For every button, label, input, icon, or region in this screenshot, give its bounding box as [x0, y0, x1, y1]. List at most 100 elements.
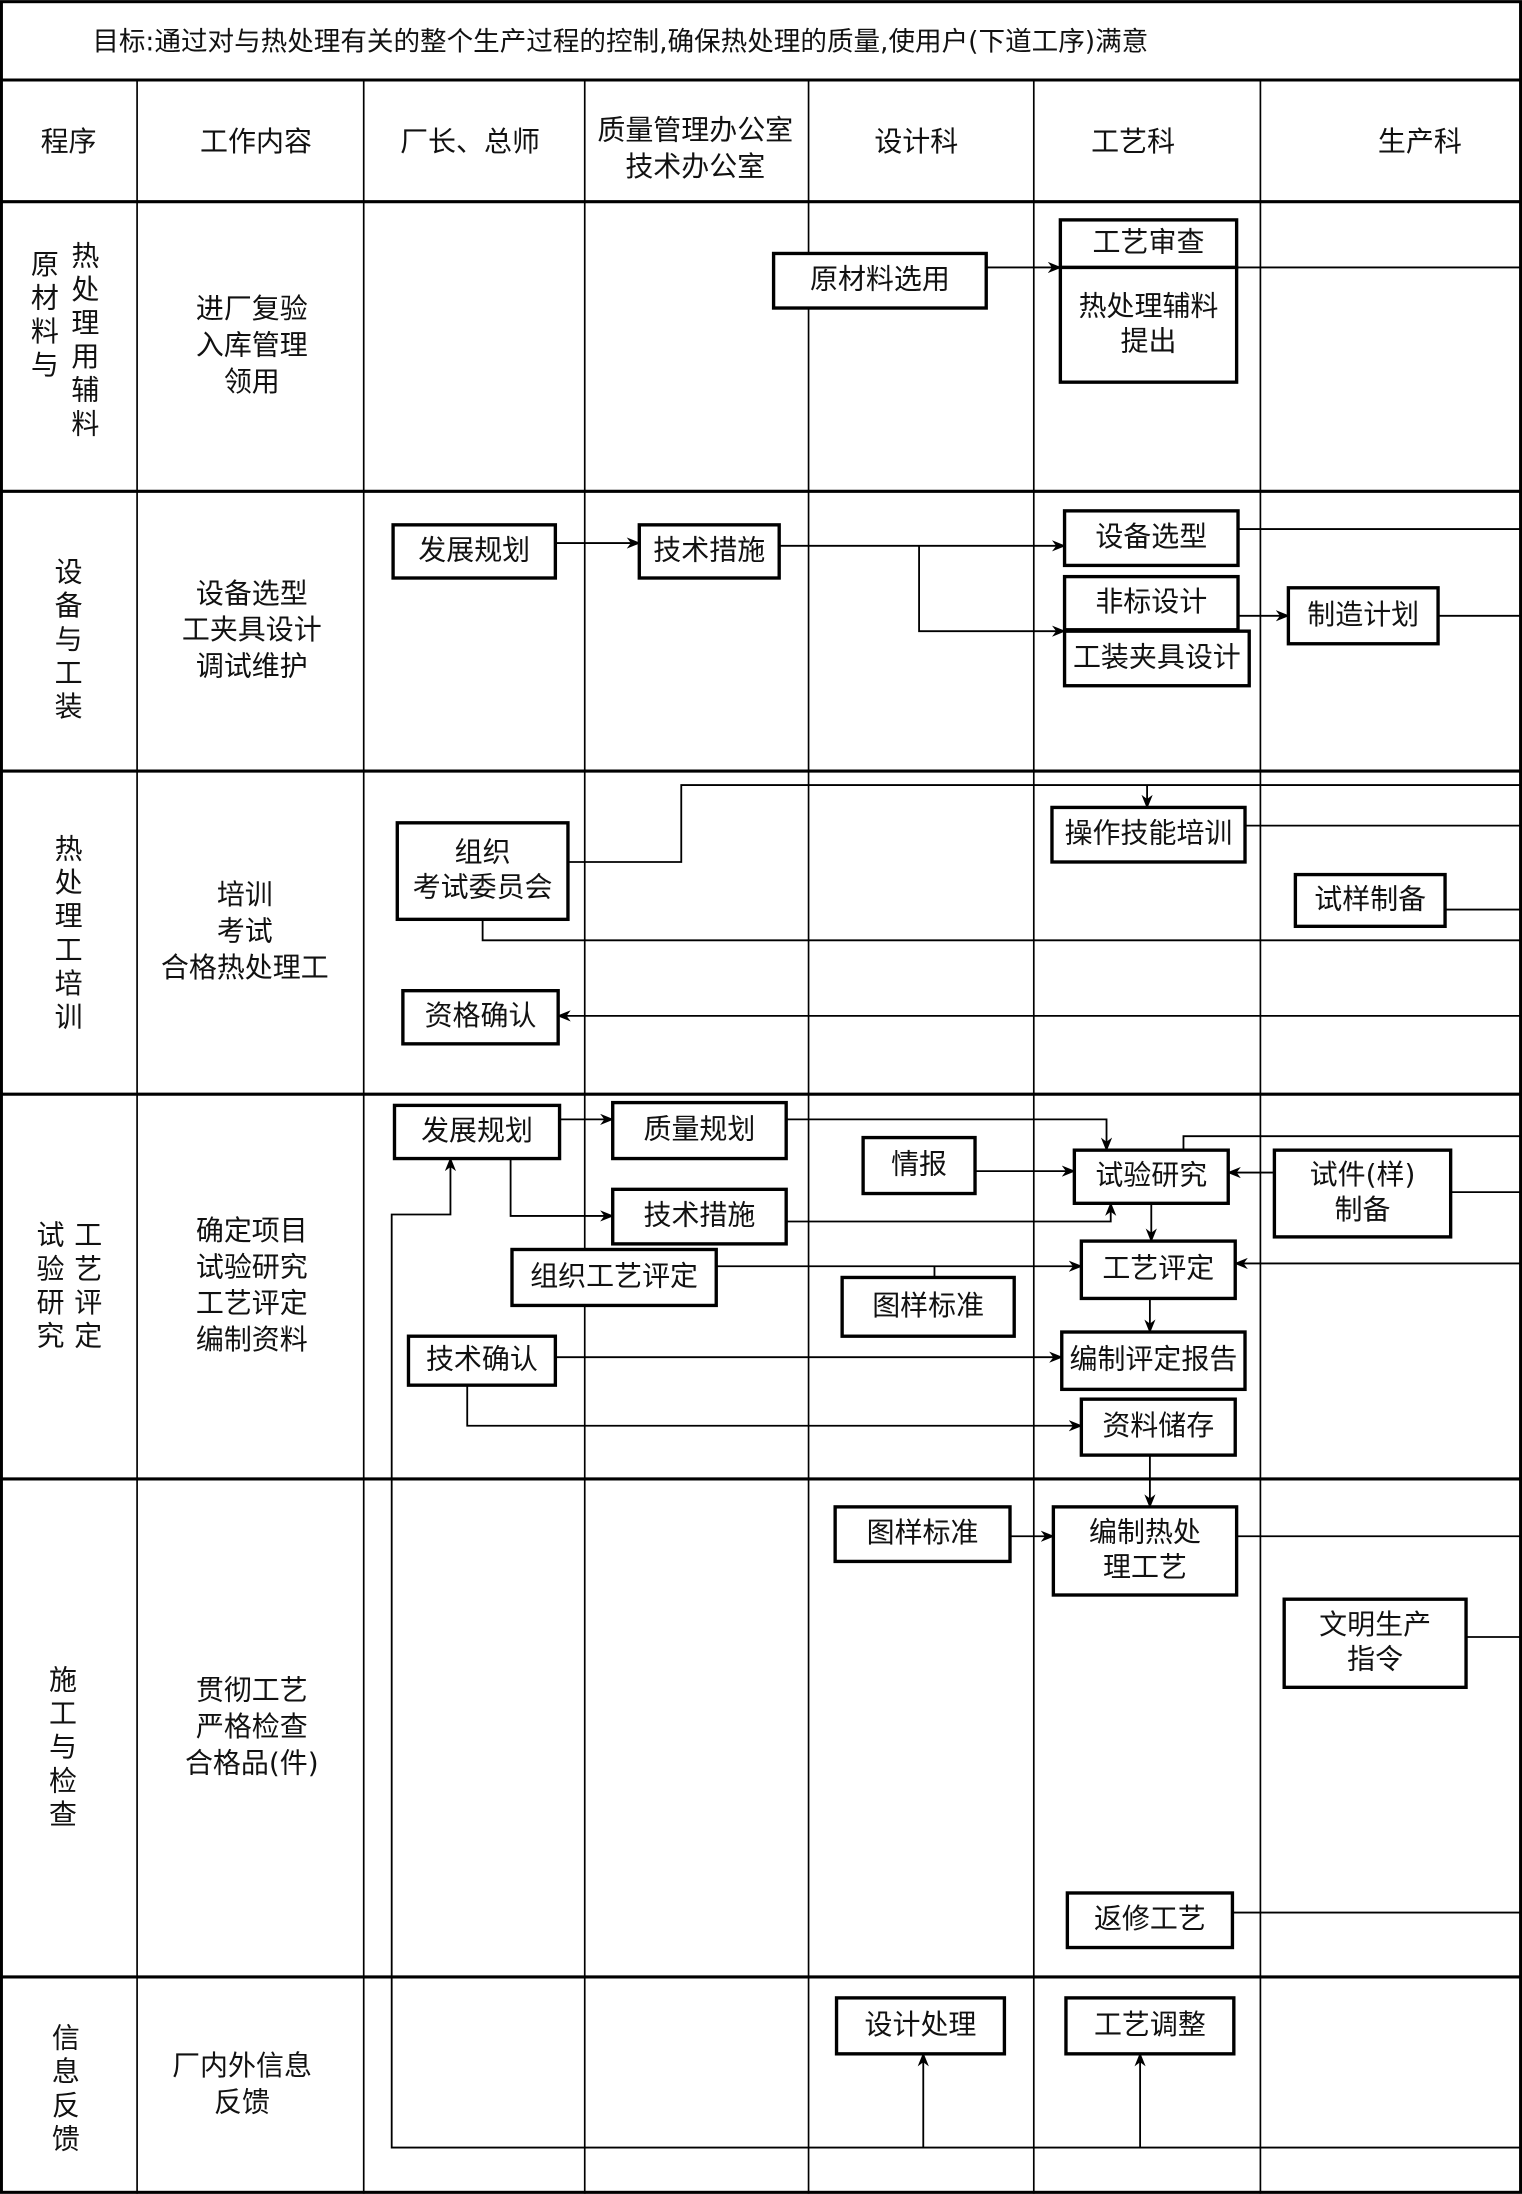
box-label: 组织工艺评定 — [530, 1259, 698, 1292]
column-header: 工作内容 — [200, 125, 312, 158]
box-label: 制备 — [1335, 1193, 1391, 1226]
box-drawing-std-2: 图样标准 — [833, 1505, 1012, 1564]
procedure-label: 施工与检查 — [45, 1665, 78, 1833]
box-mfg-plan: 制造计划 — [1286, 586, 1440, 646]
procedure-label: 工艺评定 — [70, 1220, 103, 1354]
box-label: 提出 — [1121, 324, 1177, 357]
work-content: 编制资料 — [196, 1323, 308, 1356]
work-content: 培训 — [217, 878, 273, 911]
work-content: 贯彻工艺 — [196, 1674, 308, 1707]
work-content: 合格热处理工 — [161, 951, 329, 984]
box-intel: 情报 — [861, 1135, 977, 1196]
box-label: 试件(样) — [1310, 1158, 1416, 1191]
work-content: 调试维护 — [196, 650, 308, 683]
box-label: 设备选型 — [1095, 520, 1207, 553]
box-label: 编制评定报告 — [1069, 1343, 1237, 1376]
work-content: 考试 — [217, 915, 273, 948]
box-sample-prep: 试样制备 — [1293, 872, 1447, 929]
column-header: 设计科 — [874, 125, 958, 158]
box-nonstd-design: 非标设计 — [1062, 574, 1240, 632]
flow-line — [1182, 1135, 1522, 1151]
goal-statement: 目标:通过对与热处理有关的整个生产过程的控制,确保热处理的质量,使用户(下道工序… — [92, 27, 1148, 58]
box-org-eval: 组织工艺评定 — [510, 1247, 718, 1308]
flow-line — [481, 919, 1522, 942]
procedure-label: 试验研究 — [32, 1220, 65, 1355]
flow-arrow — [466, 1385, 1083, 1432]
box-equip-select: 设备选型 — [1062, 509, 1240, 568]
box-process-review: 工艺审查 — [1058, 218, 1239, 270]
column-header: 生产科 — [1378, 125, 1462, 158]
procedure-label: 热处理用辅料 — [67, 240, 100, 442]
box-dev-plan-1: 发展规划 — [391, 523, 558, 580]
box-label: 理工艺 — [1103, 1550, 1187, 1583]
box-eval-report: 编制评定报告 — [1060, 1330, 1247, 1392]
box-tech-confirm: 技术确认 — [406, 1334, 558, 1387]
work-content: 设备选型 — [196, 577, 308, 610]
box-label: 质量规划 — [644, 1113, 756, 1146]
box-skill-training: 操作技能培训 — [1050, 805, 1247, 864]
column-header: 工艺科 — [1091, 125, 1175, 158]
box-label: 原材料选用 — [810, 263, 950, 296]
flow-arrow — [509, 1158, 615, 1222]
box-label: 设计处理 — [865, 2008, 977, 2041]
work-content: 厂内外信息 — [172, 2049, 312, 2082]
box-qualification: 资格确认 — [401, 989, 560, 1046]
box-label: 操作技能培训 — [1065, 817, 1233, 850]
box-design-handle: 设计处理 — [834, 1996, 1007, 2056]
flow-arrow — [786, 1201, 1117, 1223]
box-label: 指令 — [1347, 1643, 1403, 1676]
box-quality-plan: 质量规划 — [611, 1100, 788, 1161]
column-header: 厂长、总师 — [400, 125, 540, 158]
box-label: 图样标准 — [867, 1516, 979, 1549]
box-label: 热处理辅料 — [1079, 289, 1219, 322]
work-content: 入库管理 — [196, 328, 308, 361]
box-label: 非标设计 — [1095, 585, 1207, 618]
box-label: 文明生产 — [1319, 1608, 1431, 1641]
box-label: 试样制备 — [1314, 882, 1426, 915]
box-label: 图样标准 — [872, 1289, 984, 1322]
flow-line — [567, 784, 1522, 863]
box-test-research: 试验研究 — [1072, 1148, 1230, 1205]
box-label: 工艺调整 — [1094, 2008, 1206, 2041]
box-label: 情报 — [891, 1148, 947, 1181]
box-process-eval: 工艺评定 — [1079, 1239, 1237, 1301]
box-dev-plan-2: 发展规划 — [392, 1103, 562, 1161]
box-label: 考试委员会 — [413, 871, 553, 904]
work-content: 严格检查 — [196, 1710, 308, 1743]
box-label: 试验研究 — [1095, 1159, 1207, 1192]
work-content: 工艺评定 — [196, 1287, 308, 1320]
box-process-adjust: 工艺调整 — [1064, 1996, 1236, 2056]
procedure-label: 信息反馈 — [48, 2023, 81, 2158]
work-content: 确定项目 — [196, 1214, 308, 1247]
connectors — [390, 261, 1522, 2149]
box-label: 技术确认 — [426, 1343, 538, 1376]
box-label: 制造计划 — [1307, 598, 1419, 631]
box-label: 资料储存 — [1102, 1409, 1214, 1442]
column-header: 程序 — [41, 125, 97, 158]
work-content: 领用 — [224, 365, 280, 398]
box-data-storage: 资料储存 — [1079, 1397, 1237, 1457]
box-rework: 返修工艺 — [1065, 1891, 1235, 1950]
procedure-label: 热处理工培训 — [51, 834, 84, 1036]
work-content: 工夹具设计 — [182, 613, 322, 646]
flow-arrow — [918, 545, 1066, 637]
work-content: 试验研究 — [196, 1250, 308, 1283]
box-tech-measure-2: 技术措施 — [611, 1187, 788, 1246]
box-label: 技术措施 — [653, 533, 765, 566]
column-header: 技术办公室 — [625, 150, 765, 183]
box-label: 发展规划 — [418, 533, 530, 566]
box-label: 资格确认 — [425, 999, 537, 1032]
flow-arrow — [786, 1118, 1113, 1152]
box-label: 工艺审查 — [1093, 226, 1205, 259]
box-fixture-design: 工装夹具设计 — [1062, 629, 1251, 688]
box-label: 组织 — [455, 836, 511, 869]
procedure-label: 原材料与 — [27, 249, 60, 383]
